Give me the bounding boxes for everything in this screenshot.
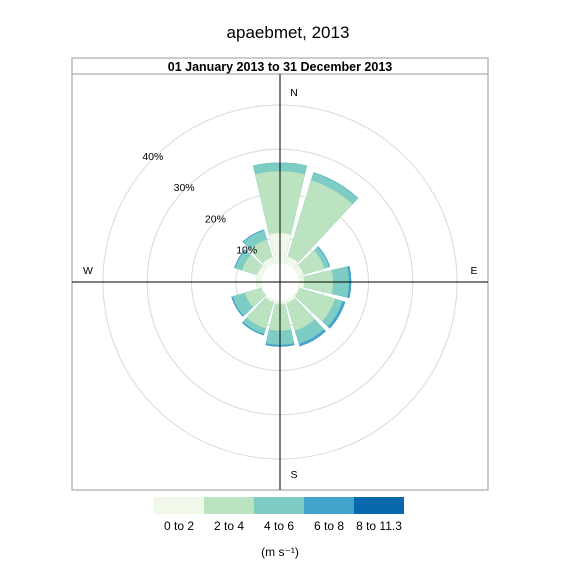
direction-label-w: W — [83, 265, 93, 277]
legend-units: (m s⁻¹) — [261, 545, 299, 559]
sector-30 — [280, 172, 359, 282]
legend-swatch-3 — [304, 497, 354, 514]
chart-title: apaebmet, 2013 — [227, 23, 350, 42]
legend-label-0: 0 to 2 — [164, 519, 194, 533]
legend-label-1: 2 to 4 — [214, 519, 244, 533]
legend-swatch-0 — [154, 497, 204, 514]
legend: 0 to 2 2 to 4 4 to 6 6 to 8 8 to 11.3 — [154, 497, 404, 533]
ring-label-40: 40% — [142, 151, 163, 163]
legend-label-3: 6 to 8 — [314, 519, 344, 533]
legend-swatch-2 — [254, 497, 304, 514]
ring-label-10: 10% — [236, 245, 257, 257]
ring-label-30: 30% — [174, 182, 195, 194]
legend-swatch-1 — [204, 497, 254, 514]
compass-axes — [72, 74, 488, 490]
direction-label-s: S — [290, 469, 297, 481]
direction-label-e: E — [470, 265, 477, 277]
legend-swatch-4 — [354, 497, 404, 514]
sector-30-bin-1 — [280, 180, 353, 282]
ring-label-20: 20% — [205, 213, 226, 225]
legend-label-4: 8 to 11.3 — [356, 519, 402, 533]
legend-label-2: 4 to 6 — [264, 519, 294, 533]
direction-label-n: N — [290, 87, 298, 99]
axis-labels: 10% 20% 30% 40% N E S W — [83, 87, 477, 481]
date-range-strip: 01 January 2013 to 31 December 2013 — [168, 60, 392, 74]
